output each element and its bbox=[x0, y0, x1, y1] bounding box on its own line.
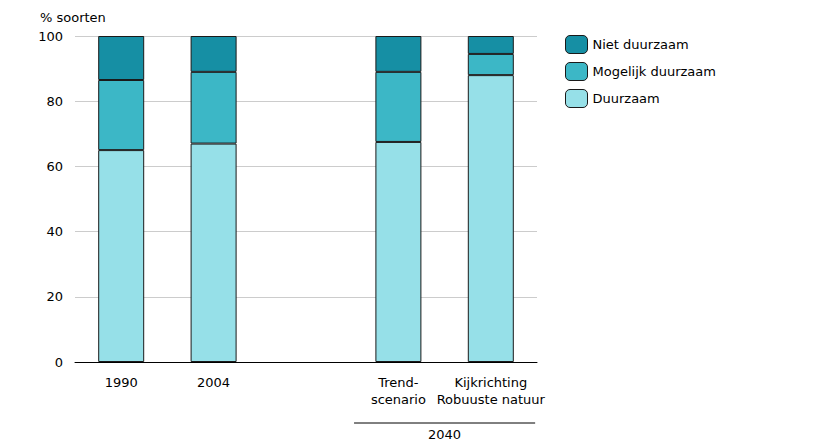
svg-text:40: 40 bbox=[46, 224, 63, 239]
svg-text:% soorten: % soorten bbox=[40, 10, 106, 25]
svg-text:Duurzaam: Duurzaam bbox=[593, 91, 660, 106]
svg-text:2004: 2004 bbox=[197, 375, 230, 390]
svg-text:Trend-: Trend- bbox=[377, 375, 419, 390]
svg-text:1990: 1990 bbox=[105, 375, 138, 390]
svg-text:0: 0 bbox=[55, 355, 63, 370]
svg-text:Niet duurzaam: Niet duurzaam bbox=[593, 37, 689, 52]
svg-text:Robuuste natuur: Robuuste natuur bbox=[437, 392, 546, 407]
svg-text:2040: 2040 bbox=[428, 427, 461, 442]
svg-text:scenario: scenario bbox=[371, 392, 426, 407]
svg-text:Kijkrichting: Kijkrichting bbox=[454, 375, 527, 390]
svg-text:100: 100 bbox=[38, 29, 63, 44]
svg-text:20: 20 bbox=[46, 289, 63, 304]
svg-text:Mogelijk duurzaam: Mogelijk duurzaam bbox=[593, 64, 716, 79]
svg-text:60: 60 bbox=[46, 159, 63, 174]
svg-text:80: 80 bbox=[46, 94, 63, 109]
